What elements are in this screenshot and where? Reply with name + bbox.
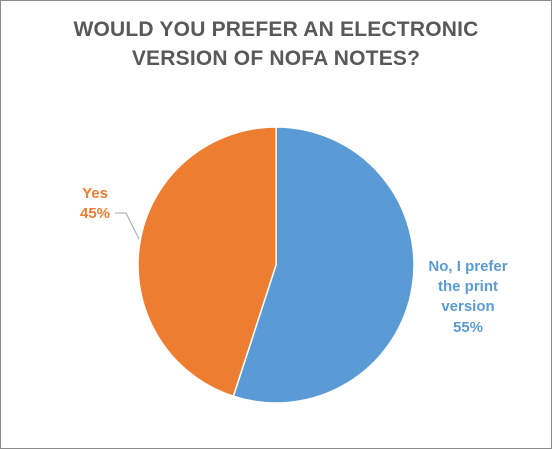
no-percent-text: 55% [453, 319, 483, 336]
yes-percent-text: 45% [80, 205, 110, 222]
chart-title-line-2: VERSION OF NOFA NOTES? [131, 47, 421, 70]
no-label-line-3: version [441, 298, 494, 315]
no-data-label: No, I prefer the print version 55% [428, 258, 507, 336]
yes-data-label: Yes 45% [80, 185, 110, 222]
yes-label-text: Yes [82, 185, 108, 202]
no-label-line-2: the print [438, 278, 498, 295]
chart-title: WOULD YOU PREFER AN ELECTRONIC VERSION O… [1, 15, 551, 73]
pie-slice-yes [137, 126, 277, 398]
no-label-line-1: No, I prefer [428, 258, 507, 275]
chart-title-line-1: WOULD YOU PREFER AN ELECTRONIC [73, 18, 479, 41]
pie-slice-no [232, 126, 415, 404]
yes-leader-line [115, 212, 140, 240]
pie-slices [137, 126, 415, 404]
